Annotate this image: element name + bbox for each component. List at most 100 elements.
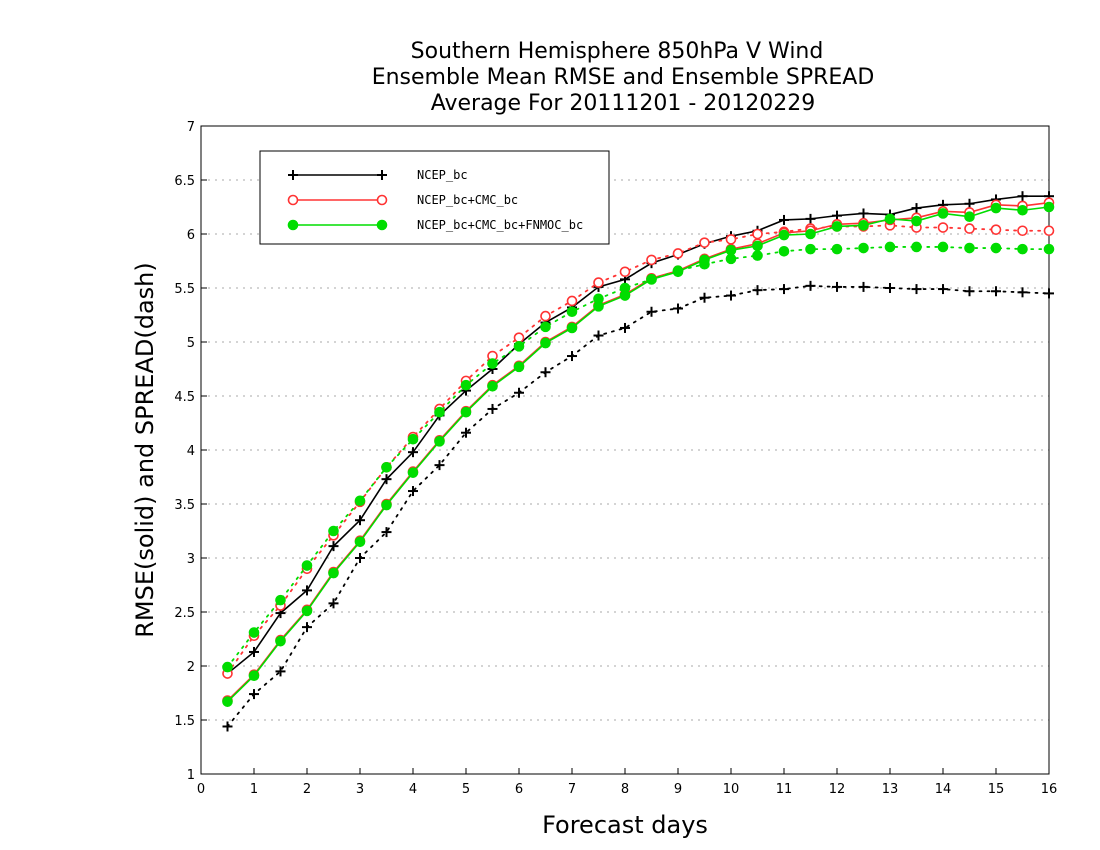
- x-tick-label: 10: [723, 782, 740, 797]
- x-tick-label: 7: [568, 782, 576, 797]
- spread-point: [938, 284, 948, 295]
- rmse-point: [858, 220, 869, 231]
- rmse-point: [937, 208, 949, 219]
- rmse-point: [805, 213, 816, 224]
- x-axis: 0 1 2 3 4 5 6 7 8 9 10 11 12 13 14 15 16: [197, 768, 1057, 797]
- rmse-point: [566, 322, 578, 334]
- chart-title-line-2: Ensemble Mean RMSE and Ensemble SPREAD: [372, 65, 875, 90]
- spread-point: [858, 242, 869, 254]
- x-tick-label: 1: [250, 782, 258, 797]
- spread-point: [514, 387, 524, 398]
- rmse-point: [911, 203, 922, 214]
- spread-point: [248, 627, 260, 638]
- chart-title: Southern Hemisphere 850hPa V Wind Ensemb…: [372, 39, 875, 116]
- spread-line-2: [226, 246, 1050, 668]
- spread-point: [593, 330, 604, 341]
- legend-marker-end: [377, 170, 387, 180]
- spread-point: [567, 351, 577, 362]
- y-tick-label: 1.5: [174, 714, 195, 729]
- series-layer: [222, 191, 1055, 732]
- rmse-point: [381, 474, 392, 485]
- x-tick-label: 5: [462, 782, 470, 797]
- spread-point: [275, 594, 286, 606]
- rmse-line-0: [226, 195, 1049, 675]
- spread-point: [884, 241, 896, 253]
- rmse-point: [248, 670, 260, 682]
- legend-marker-start: [288, 170, 298, 180]
- rmse-point: [832, 210, 842, 221]
- rmse-point: [302, 585, 312, 596]
- y-tick-label: 5: [187, 336, 195, 351]
- spread-point: [461, 427, 471, 438]
- spread-point: [937, 222, 949, 233]
- rmse-point: [752, 240, 763, 252]
- rmse-point: [355, 515, 365, 526]
- spread-point: [540, 321, 551, 333]
- rmse-point: [831, 221, 843, 232]
- y-tick-label: 1: [187, 768, 195, 783]
- spread-point: [779, 284, 789, 295]
- legend-label: NCEP_bc+CMC_bc+FNMOC_bc: [417, 218, 583, 232]
- spread-point: [1017, 287, 1028, 298]
- spread-point: [990, 242, 1002, 254]
- spread-point: [275, 666, 286, 677]
- y-tick-label: 2: [187, 660, 195, 675]
- spread-point: [301, 560, 313, 571]
- spread-point: [991, 286, 1001, 297]
- y-tick-label: 4: [187, 444, 195, 459]
- spread-line-1: [226, 224, 1050, 675]
- spread-point: [566, 306, 578, 318]
- spread-point: [434, 406, 445, 418]
- spread-point: [858, 281, 869, 292]
- spread-point: [911, 241, 922, 253]
- rmse-point: [646, 274, 657, 285]
- rmse-point: [354, 536, 366, 548]
- y-tick-label: 6.5: [174, 174, 195, 189]
- legend-marker-end: [376, 219, 388, 231]
- spread-point: [619, 266, 631, 278]
- x-tick-label: 9: [674, 782, 682, 797]
- rmse-point: [805, 228, 816, 240]
- chart-title-line-3: Average For 20111201 - 20120229: [431, 91, 816, 116]
- y-tick-label: 5.5: [174, 282, 195, 297]
- rmse-point: [725, 244, 737, 256]
- y-tick-label: 3.5: [174, 498, 195, 513]
- spread-point: [646, 306, 657, 317]
- spread-point: [699, 237, 710, 248]
- rmse-point: [434, 436, 445, 447]
- rmse-point: [513, 361, 525, 373]
- legend-marker-start: [287, 219, 299, 231]
- spread-point: [964, 242, 975, 254]
- spread-point: [249, 689, 259, 700]
- spread-point: [1043, 243, 1055, 255]
- x-tick-label: 15: [988, 782, 1005, 797]
- spread-point: [328, 598, 339, 609]
- rmse-line-2: [226, 206, 1050, 703]
- rmse-point: [778, 229, 790, 241]
- spread-point: [752, 250, 763, 261]
- rmse-point: [779, 214, 789, 225]
- spread-point: [752, 228, 763, 240]
- rmse-point: [964, 211, 975, 223]
- y-axis-label: RMSE(solid) and SPREAD(dash): [131, 262, 159, 638]
- spread-point: [408, 486, 418, 497]
- spread-point: [699, 292, 710, 303]
- x-tick-label: 6: [515, 782, 523, 797]
- spread-point: [355, 553, 365, 563]
- spread-point: [964, 223, 975, 234]
- rmse-point: [1017, 191, 1028, 202]
- legend-box: [259, 150, 610, 245]
- spread-point: [805, 280, 816, 291]
- legend-label: NCEP_bc+CMC_bc: [417, 193, 518, 207]
- spread-point: [540, 367, 551, 378]
- spread-point: [593, 277, 604, 288]
- y-axis: 1 1.5 2 2.5 3 3.5 4 4.5 5 5.5 6 6.5 7: [174, 120, 207, 783]
- rmse-point: [911, 215, 922, 227]
- x-tick-label: 12: [829, 782, 846, 797]
- spread-point: [407, 433, 419, 445]
- rmse-point: [275, 635, 286, 647]
- legend-marker-end: [376, 194, 388, 206]
- chart-title-line-1: Southern Hemisphere 850hPa V Wind: [411, 39, 824, 64]
- rmse-point: [222, 696, 233, 707]
- x-tick-label: 16: [1041, 782, 1058, 797]
